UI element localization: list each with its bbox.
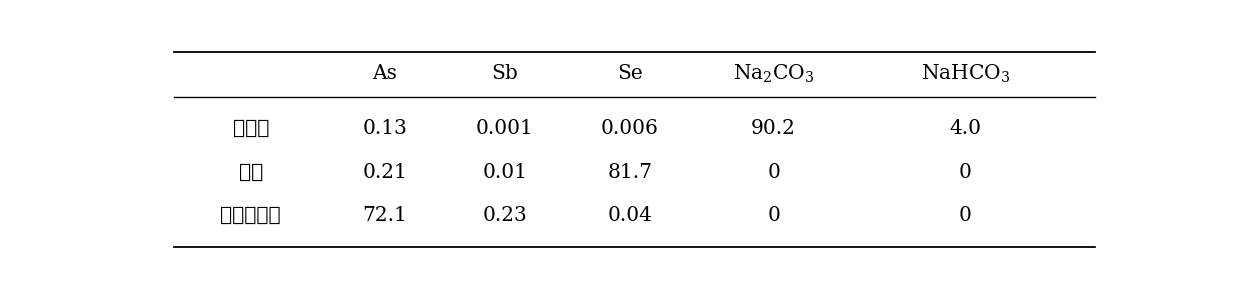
Text: 0.04: 0.04 [608,206,652,225]
Text: 0: 0 [768,206,780,225]
Text: 0.001: 0.001 [477,119,534,138]
Text: 0: 0 [959,206,972,225]
Text: 0.01: 0.01 [483,162,527,181]
Text: 三氧化二牀: 三氧化二牀 [220,206,281,225]
Text: Sb: Sb [491,64,519,83]
Text: 4.0: 4.0 [950,119,982,138]
Text: 0: 0 [959,162,972,181]
Text: 81.7: 81.7 [607,162,652,181]
Text: 碘酸钓: 碘酸钓 [233,119,269,138]
Text: 0.13: 0.13 [363,119,407,138]
Text: NaHCO$_3$: NaHCO$_3$ [921,62,1010,84]
Text: 0.006: 0.006 [600,119,659,138]
Text: 0: 0 [768,162,780,181]
Text: 0.23: 0.23 [483,206,527,225]
Text: 90.2: 90.2 [751,119,796,138]
Text: 72.1: 72.1 [363,206,407,225]
Text: Na$_2$CO$_3$: Na$_2$CO$_3$ [733,62,815,84]
Text: 黑硷: 黑硷 [239,162,262,181]
Text: 0.21: 0.21 [363,162,407,181]
Text: As: As [373,64,397,83]
Text: Se: Se [617,64,643,83]
